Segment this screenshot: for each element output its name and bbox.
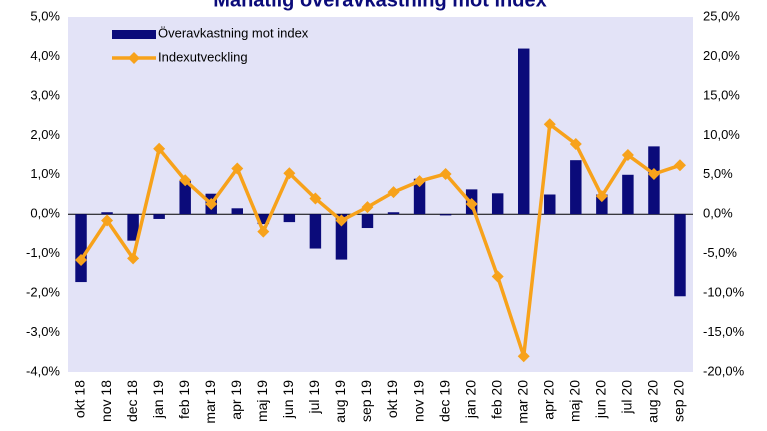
line (79, 122, 681, 358)
y2-tick-label: 15,0% (703, 87, 740, 102)
marker (75, 253, 88, 266)
y2-tick-label: 5,0% (703, 166, 733, 181)
x-tick-label: jan 20 (462, 380, 478, 419)
x-tick-label: jan 19 (150, 380, 166, 419)
x-tick-label: okt 19 (384, 380, 400, 418)
y-tick-label: 2,0% (30, 127, 60, 142)
x-tick-label: sep 20 (671, 380, 687, 422)
marker (361, 201, 374, 214)
legend-label: Indexutveckling (158, 49, 248, 64)
y2-tick-label: -10,0% (703, 285, 745, 300)
bar (101, 212, 113, 215)
bar (648, 146, 660, 215)
legend-swatch (112, 30, 156, 39)
bar (491, 193, 504, 215)
x-tick-label: dec 18 (124, 380, 140, 422)
bar (518, 48, 530, 215)
x-tick-label: feb 20 (488, 380, 504, 419)
marker (517, 350, 530, 363)
bar (257, 214, 270, 225)
marker (439, 167, 452, 180)
bar (544, 194, 556, 215)
bar (413, 178, 426, 215)
marker (205, 197, 218, 210)
legend-swatch (128, 52, 140, 64)
bar (570, 160, 582, 215)
bar (309, 214, 322, 249)
chart-title: Månatlig överavkastning mot index (213, 0, 546, 11)
x-tick-label: jun 19 (280, 380, 296, 419)
y2-tick-label: -5,0% (703, 245, 737, 260)
marker (335, 214, 348, 227)
y-tick-label: -4,0% (26, 363, 60, 378)
marker (153, 142, 166, 155)
x-tick-label: dec 19 (436, 380, 452, 422)
marker (283, 167, 296, 180)
marker (673, 159, 686, 172)
marker (387, 186, 400, 199)
y-tick-label: -1,0% (26, 245, 60, 260)
y-tick-label: -2,0% (26, 285, 60, 300)
x-tick-label: maj 20 (567, 380, 583, 422)
bar (127, 214, 139, 241)
y2-tick-label: 0,0% (703, 206, 733, 221)
x-tick-label: apr 20 (540, 380, 556, 420)
y-tick-label: 4,0% (30, 48, 60, 63)
marker (257, 225, 270, 238)
y-tick-label: 3,0% (30, 87, 60, 102)
x-tick-label: maj 19 (254, 380, 270, 422)
bar (387, 212, 400, 215)
bar (153, 214, 165, 219)
marker (413, 175, 426, 188)
y2-tick-label: -20,0% (703, 363, 745, 378)
marker (179, 174, 192, 187)
y2-tick-label: 10,0% (703, 127, 740, 142)
x-tick-label: aug 19 (332, 380, 348, 423)
plot-area (68, 17, 693, 372)
marker (543, 118, 556, 131)
y-tick-label: 0,0% (30, 206, 60, 221)
bar (283, 214, 296, 223)
marker (309, 192, 322, 205)
x-tick-label: jun 20 (593, 380, 609, 419)
legend-label: Överavkastning mot index (158, 25, 309, 40)
bar (179, 180, 191, 215)
marker (621, 149, 634, 162)
y-tick-label: 5,0% (30, 8, 60, 23)
bar (335, 214, 348, 260)
marker (569, 138, 582, 151)
marker (127, 252, 140, 265)
bar (231, 208, 243, 215)
x-tick-label: nov 18 (98, 380, 114, 422)
bar (361, 214, 374, 229)
x-tick-label: apr 19 (228, 380, 244, 420)
x-tick-label: jul 19 (306, 380, 322, 415)
x-tick-label: mar 20 (514, 380, 530, 424)
bar (439, 214, 452, 216)
y2-tick-label: 25,0% (703, 8, 740, 23)
marker (491, 270, 504, 283)
marker (647, 167, 660, 180)
x-tick-label: nov 19 (410, 380, 426, 422)
y2-tick-label: -15,0% (703, 324, 745, 339)
marker (595, 190, 608, 203)
y-tick-label: 1,0% (30, 166, 60, 181)
x-tick-label: feb 19 (176, 380, 192, 419)
y-tick-label: -3,0% (26, 324, 60, 339)
bar (622, 174, 634, 215)
bar (75, 214, 87, 283)
marker (465, 197, 478, 210)
x-tick-label: okt 18 (72, 380, 88, 418)
bar (674, 214, 686, 297)
y2-tick-label: 20,0% (703, 48, 740, 63)
marker (231, 162, 244, 175)
x-tick-label: mar 19 (202, 380, 218, 424)
x-tick-label: jul 20 (619, 380, 635, 415)
marker (101, 214, 114, 227)
bar (596, 194, 608, 215)
x-tick-label: aug 20 (645, 380, 661, 423)
x-tick-label: sep 19 (358, 380, 374, 422)
